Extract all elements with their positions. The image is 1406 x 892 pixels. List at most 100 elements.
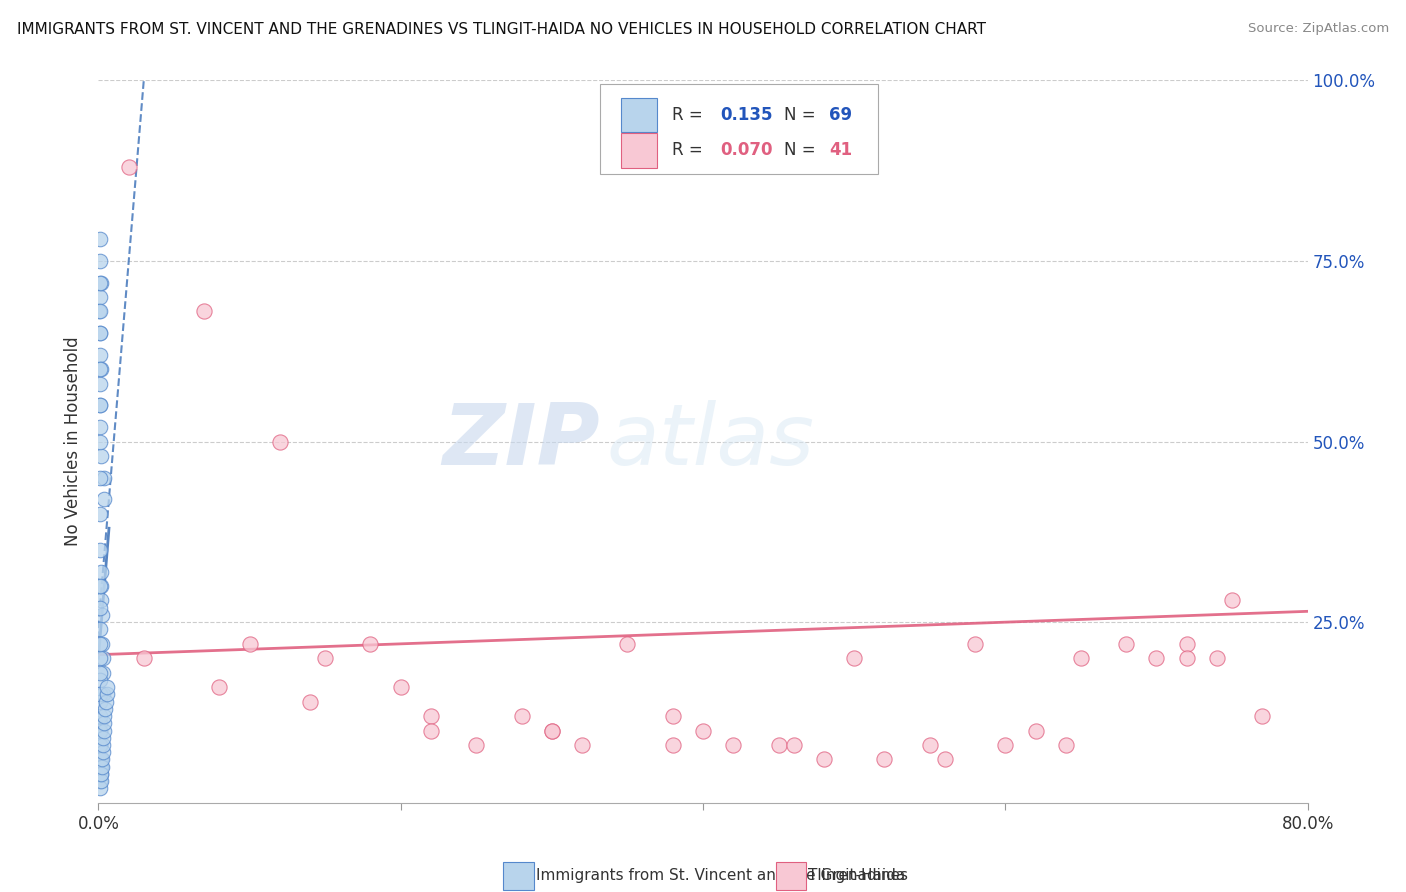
Point — [89, 420, 111, 434]
Text: atlas: atlas — [606, 400, 814, 483]
Point — [844, 651, 866, 665]
Point — [89, 781, 111, 796]
Point — [89, 723, 111, 738]
Point — [91, 745, 114, 759]
Point — [1175, 637, 1198, 651]
Point — [89, 687, 111, 701]
Point — [91, 637, 114, 651]
Point — [91, 738, 114, 752]
Point — [934, 752, 956, 766]
Point — [89, 398, 111, 412]
Text: IMMIGRANTS FROM ST. VINCENT AND THE GRENADINES VS TLINGIT-HAIDA NO VEHICLES IN H: IMMIGRANTS FROM ST. VINCENT AND THE GREN… — [17, 22, 986, 37]
Point — [89, 738, 111, 752]
Point — [239, 637, 262, 651]
Point — [89, 767, 111, 781]
Point — [768, 738, 790, 752]
Point — [1054, 738, 1077, 752]
Point — [89, 738, 111, 752]
Point — [89, 276, 111, 290]
Point — [661, 709, 683, 723]
Point — [91, 651, 114, 665]
Point — [616, 637, 638, 651]
Point — [89, 542, 111, 557]
Point — [692, 723, 714, 738]
Point — [89, 507, 111, 521]
Point — [208, 680, 231, 694]
Point — [90, 752, 112, 766]
Point — [89, 471, 111, 485]
Point — [89, 752, 111, 766]
Point — [91, 752, 114, 766]
Point — [89, 738, 111, 752]
Point — [540, 723, 562, 738]
Point — [314, 651, 336, 665]
Text: 0.070: 0.070 — [720, 141, 772, 160]
Point — [96, 680, 118, 694]
Point — [96, 687, 118, 701]
Point — [90, 607, 112, 622]
Point — [89, 709, 111, 723]
Point — [91, 687, 114, 701]
Point — [89, 716, 111, 731]
Text: 0.135: 0.135 — [720, 106, 772, 124]
Point — [89, 665, 111, 680]
Point — [389, 680, 412, 694]
Point — [571, 738, 593, 752]
Text: 69: 69 — [828, 106, 852, 124]
Point — [1024, 723, 1046, 738]
Text: 41: 41 — [828, 141, 852, 160]
Point — [89, 362, 111, 376]
Point — [1251, 709, 1274, 723]
Point — [89, 376, 111, 391]
Point — [89, 774, 111, 789]
Point — [89, 695, 111, 709]
Point — [93, 716, 115, 731]
Point — [269, 434, 291, 449]
Text: N =: N = — [785, 141, 821, 160]
Point — [93, 723, 115, 738]
Point — [89, 290, 111, 304]
FancyBboxPatch shape — [776, 862, 806, 889]
Point — [89, 326, 111, 341]
Point — [918, 738, 941, 752]
Point — [89, 723, 111, 738]
Text: Source: ZipAtlas.com: Source: ZipAtlas.com — [1249, 22, 1389, 36]
Point — [1115, 637, 1137, 651]
Point — [89, 600, 111, 615]
Point — [118, 160, 141, 174]
Point — [1175, 651, 1198, 665]
Point — [661, 738, 683, 752]
Point — [965, 637, 987, 651]
Point — [1206, 651, 1229, 665]
Point — [1146, 651, 1168, 665]
Point — [93, 492, 115, 507]
Point — [90, 774, 112, 789]
Point — [193, 304, 215, 318]
Point — [360, 637, 382, 651]
FancyBboxPatch shape — [621, 97, 657, 132]
FancyBboxPatch shape — [600, 84, 879, 174]
Point — [783, 738, 806, 752]
FancyBboxPatch shape — [503, 862, 534, 889]
Point — [420, 723, 443, 738]
Point — [540, 723, 562, 738]
Point — [89, 673, 111, 687]
Text: Immigrants from St. Vincent and the Grenadines: Immigrants from St. Vincent and the Gren… — [536, 868, 908, 882]
Point — [420, 709, 443, 723]
Point — [465, 738, 488, 752]
Text: R =: R = — [672, 141, 707, 160]
Point — [89, 434, 111, 449]
Point — [89, 398, 111, 412]
Point — [89, 348, 111, 362]
Point — [94, 702, 117, 716]
Point — [90, 767, 112, 781]
Point — [89, 651, 111, 665]
Point — [132, 651, 155, 665]
Text: ZIP: ZIP — [443, 400, 600, 483]
Point — [89, 304, 111, 318]
Point — [90, 767, 112, 781]
Point — [89, 326, 111, 341]
Point — [94, 695, 117, 709]
Point — [89, 623, 111, 637]
FancyBboxPatch shape — [621, 133, 657, 168]
